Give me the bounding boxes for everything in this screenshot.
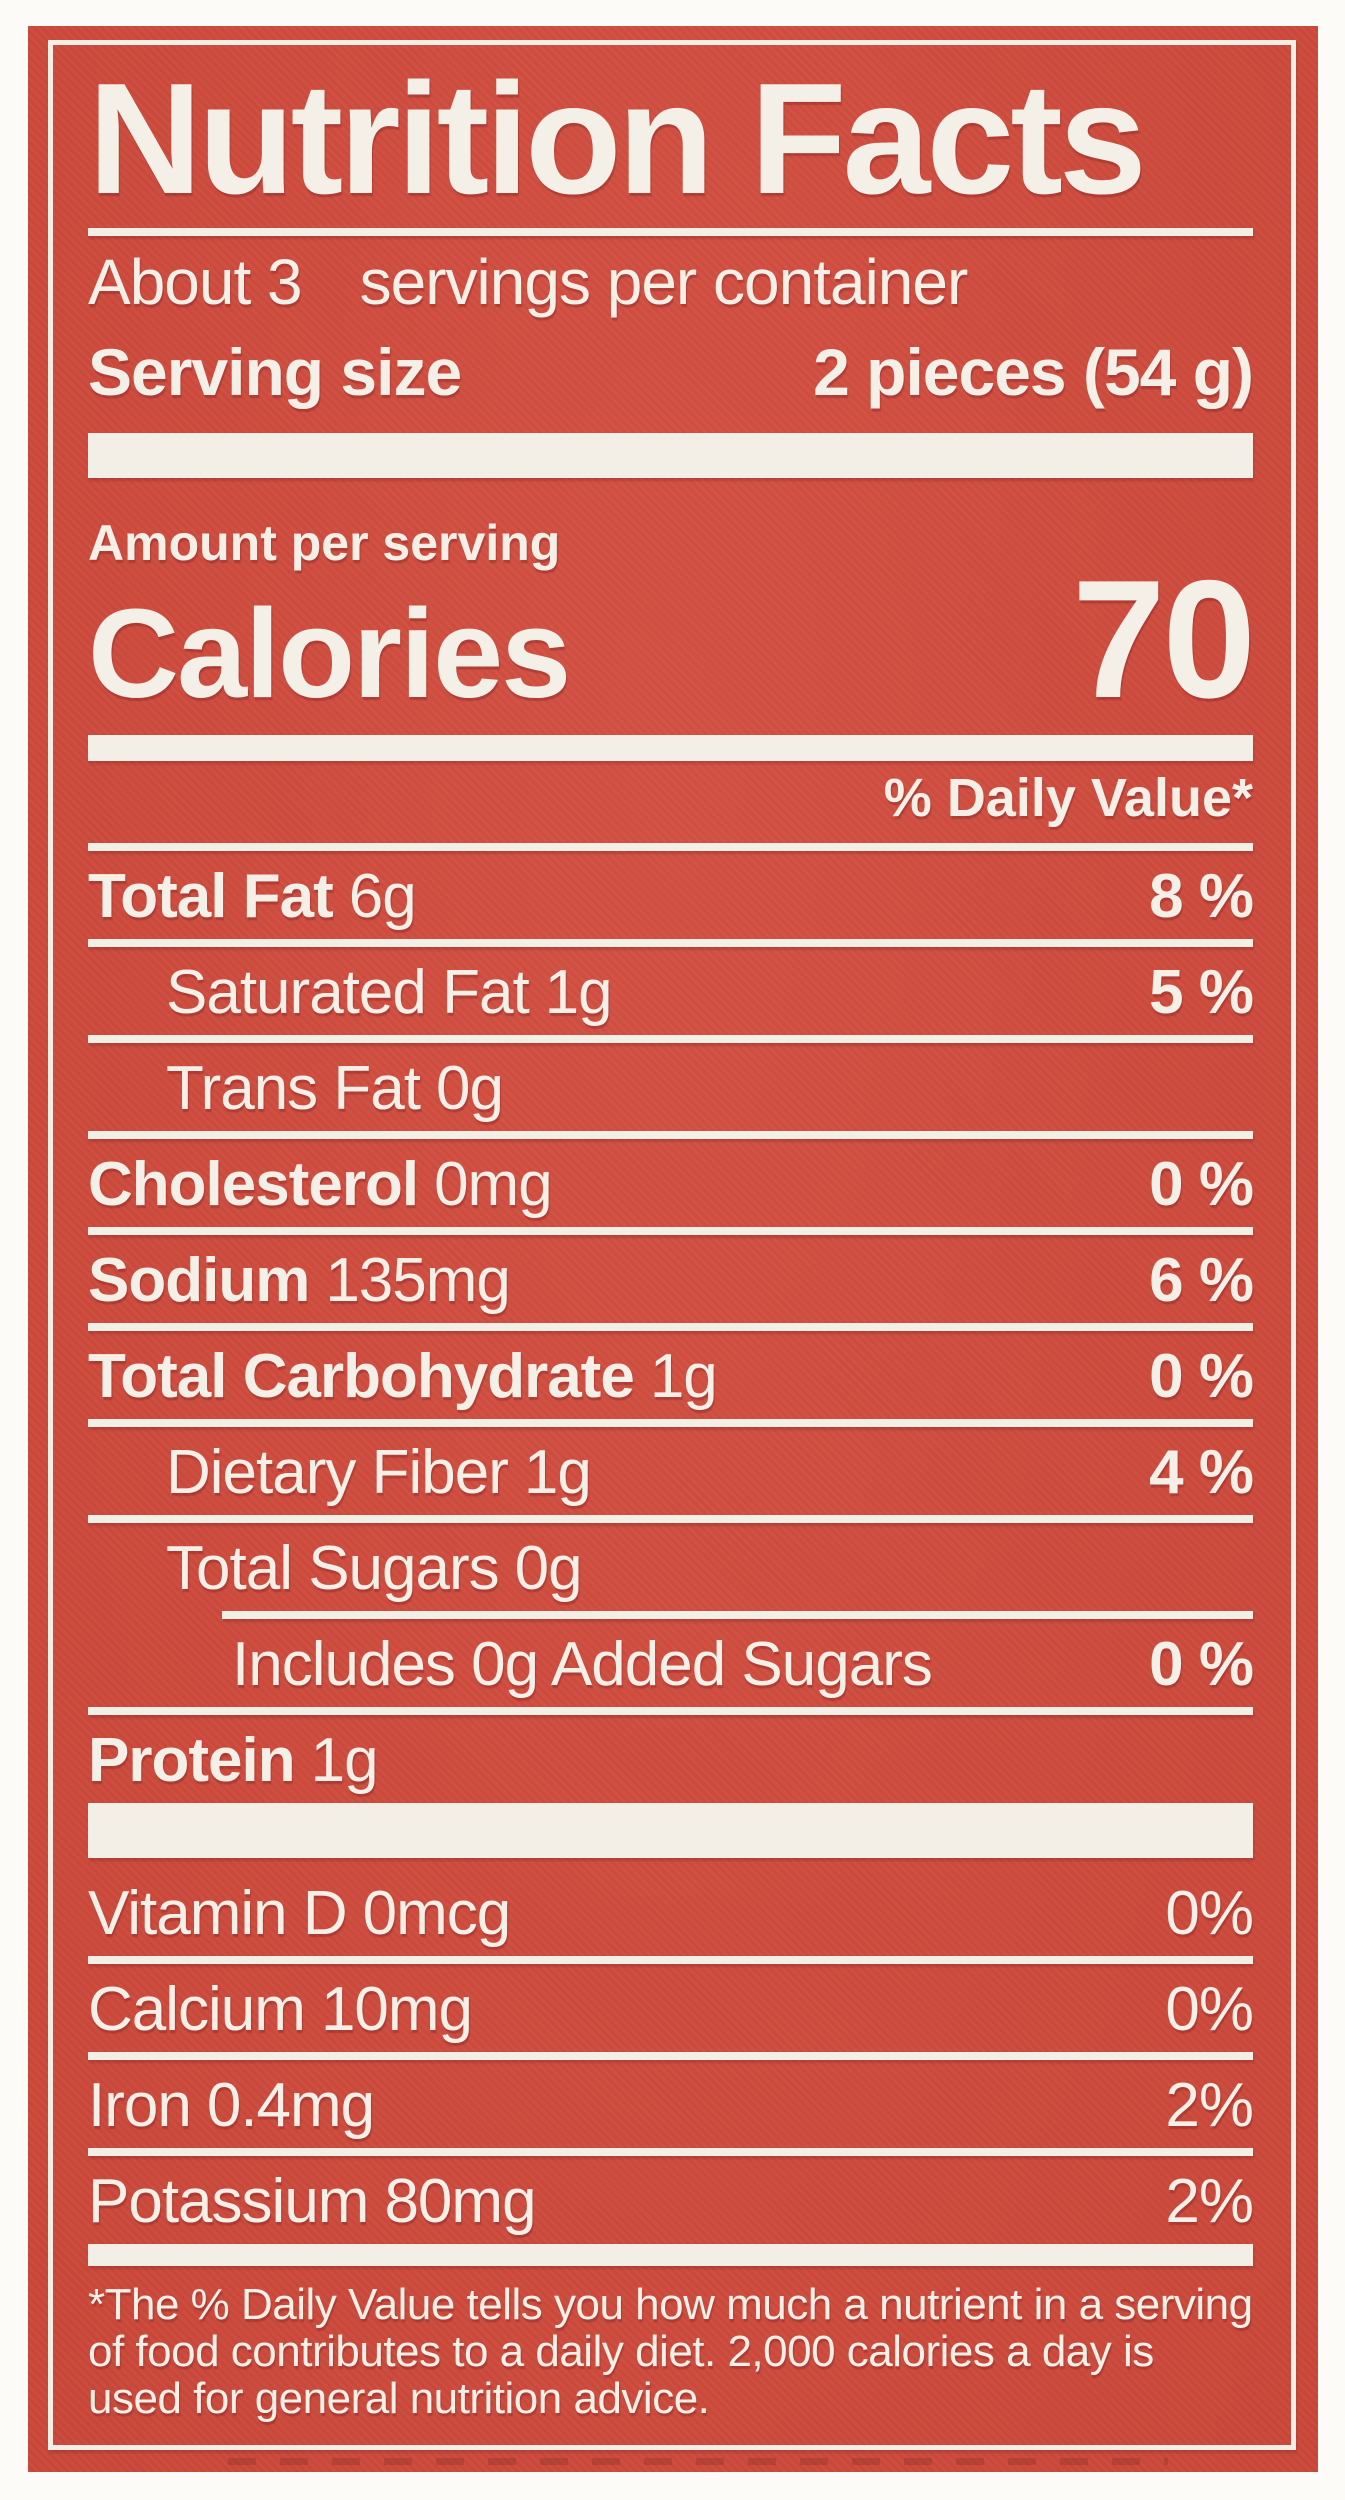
divider — [88, 1707, 1253, 1715]
daily-value-header: % Daily Value* — [883, 768, 1253, 828]
label-title: Nutrition Facts — [88, 51, 1147, 227]
nutrient-amount: 1g — [310, 1726, 379, 1795]
nutrient-dv: 2% — [1165, 2071, 1254, 2140]
nutrient-row-trans-fat: Trans Fat 0g — [88, 1043, 1253, 1131]
servings-count: About 3 — [88, 246, 303, 318]
micronutrient-row-iron: Iron 0.4mg 2% — [88, 2060, 1254, 2148]
micronutrient-row-vitamin-d: Vitamin D 0mcg 0% — [88, 1868, 1254, 1956]
nutrient-dv: 6 % — [1149, 1246, 1254, 1315]
calories-divider-bar — [88, 735, 1253, 761]
nutrient-dv: 5 % — [1149, 958, 1254, 1027]
nutrient-amount: 0g — [436, 1054, 504, 1123]
nutrition-facts-label: Nutrition Facts About 3 servings per cont… — [28, 26, 1318, 2472]
nutrient-row-sodium: Sodium 135mg 6 % — [88, 1235, 1254, 1323]
nutrient-amount: 1g — [649, 1342, 718, 1411]
servings-text: servings per container — [359, 246, 969, 318]
nutrient-dv: 0 % — [1149, 1630, 1254, 1699]
nutrient-name: Total Fat — [88, 862, 334, 931]
nutrient-name: Vitamin D — [88, 1879, 348, 1948]
nutrient-name: Cholesterol — [88, 1150, 419, 1219]
micronutrient-row-potassium: Potassium 80mg 2% — [88, 2156, 1254, 2244]
serving-size-row: Serving size 2 pieces (54 g) — [88, 335, 1254, 409]
nutrient-name: Iron — [88, 2071, 192, 2140]
nutrient-name: Dietary Fiber — [166, 1438, 509, 1507]
daily-value-footnote: *The % Daily Value tells you how much a … — [88, 2280, 1253, 2423]
divider-indented — [222, 1611, 1253, 1619]
micronutrient-row-calcium: Calcium 10mg 0% — [88, 1964, 1254, 2052]
section-bar-middle — [88, 1803, 1253, 1858]
nutrient-amount: 1g — [523, 1438, 592, 1507]
nutrient-dv: 0% — [1165, 1879, 1254, 1948]
calories-value: 70 — [1072, 545, 1256, 733]
servings-per-container-line: About 3 servings per container — [88, 247, 1253, 317]
nutrient-amount: 10mg — [320, 1975, 473, 2044]
nutrient-amount: 0mg — [434, 1150, 553, 1219]
label-content: Nutrition Facts About 3 servings per cont… — [88, 51, 1256, 2423]
nutrient-dv: 4 % — [1149, 1438, 1254, 1507]
nutrient-name: Sodium — [88, 1246, 310, 1315]
divider — [88, 1323, 1253, 1331]
nutrient-dv: 0 % — [1149, 1342, 1254, 1411]
nutrient-amount: 0mcg — [362, 1879, 512, 1948]
nutrient-name: Protein — [88, 1726, 296, 1795]
divider — [88, 2148, 1253, 2156]
divider — [88, 1956, 1253, 1964]
nutrient-dv: 8 % — [1149, 862, 1254, 931]
nutrient-row-saturated-fat: Saturated Fat 1g 5 % — [88, 947, 1254, 1035]
divider — [88, 1515, 1253, 1523]
nutrient-dv: 0 % — [1149, 1150, 1254, 1219]
nutrient-row-total-sugars: Total Sugars 0g — [88, 1523, 1253, 1611]
divider — [88, 1419, 1253, 1427]
nutrient-amount: 0g — [514, 1534, 583, 1603]
section-bar-top — [88, 433, 1253, 478]
nutrient-row-total-fat: Total Fat 6g 8 % — [88, 851, 1254, 939]
nutrient-row-total-carbohydrate: Total Carbohydrate 1g 0 % — [88, 1331, 1254, 1419]
title-divider — [88, 228, 1253, 236]
divider — [88, 2052, 1253, 2060]
nutrient-amount: 0.4mg — [206, 2071, 375, 2140]
amount-per-serving-label: Amount per serving — [88, 515, 561, 571]
divider — [88, 939, 1253, 947]
nutrient-row-dietary-fiber: Dietary Fiber 1g 4 % — [88, 1427, 1254, 1515]
nutrient-name: Total Carbohydrate — [88, 1342, 635, 1411]
divider — [88, 843, 1253, 851]
divider — [88, 1035, 1253, 1043]
nutrient-name: Total Sugars — [166, 1534, 500, 1603]
cutoff-print-artifact — [228, 2458, 1168, 2465]
nutrient-row-cholesterol: Cholesterol 0mg 0 % — [88, 1139, 1254, 1227]
nutrient-amount: 80mg — [384, 2167, 536, 2236]
nutrient-amount: 6g — [348, 862, 417, 931]
nutrient-name: Potassium — [88, 2167, 369, 2236]
nutrient-dv: 0% — [1165, 1975, 1254, 2044]
nutrient-dv: 2% — [1165, 2167, 1254, 2236]
nutrient-name: Saturated Fat — [166, 958, 530, 1027]
serving-size-value: 2 pieces (54 g) — [813, 335, 1254, 409]
nutrient-row-protein: Protein 1g — [88, 1715, 1253, 1803]
divider — [88, 1131, 1253, 1139]
calories-row: Calories 70 — [88, 545, 1256, 739]
section-bar-bottom — [88, 2244, 1253, 2266]
serving-size-label: Serving size — [88, 335, 462, 409]
nutrient-name: Trans Fat — [166, 1054, 421, 1123]
nutrient-row-added-sugars: Includes 0g Added Sugars 0 % — [88, 1619, 1254, 1707]
nutrient-name: Includes 0g Added Sugars — [232, 1630, 933, 1699]
nutrient-amount: 1g — [544, 958, 613, 1027]
nutrient-amount: 135mg — [325, 1246, 511, 1315]
divider — [88, 1227, 1253, 1235]
nutrient-name: Calcium — [88, 1975, 306, 2044]
calories-label: Calories — [88, 583, 571, 724]
